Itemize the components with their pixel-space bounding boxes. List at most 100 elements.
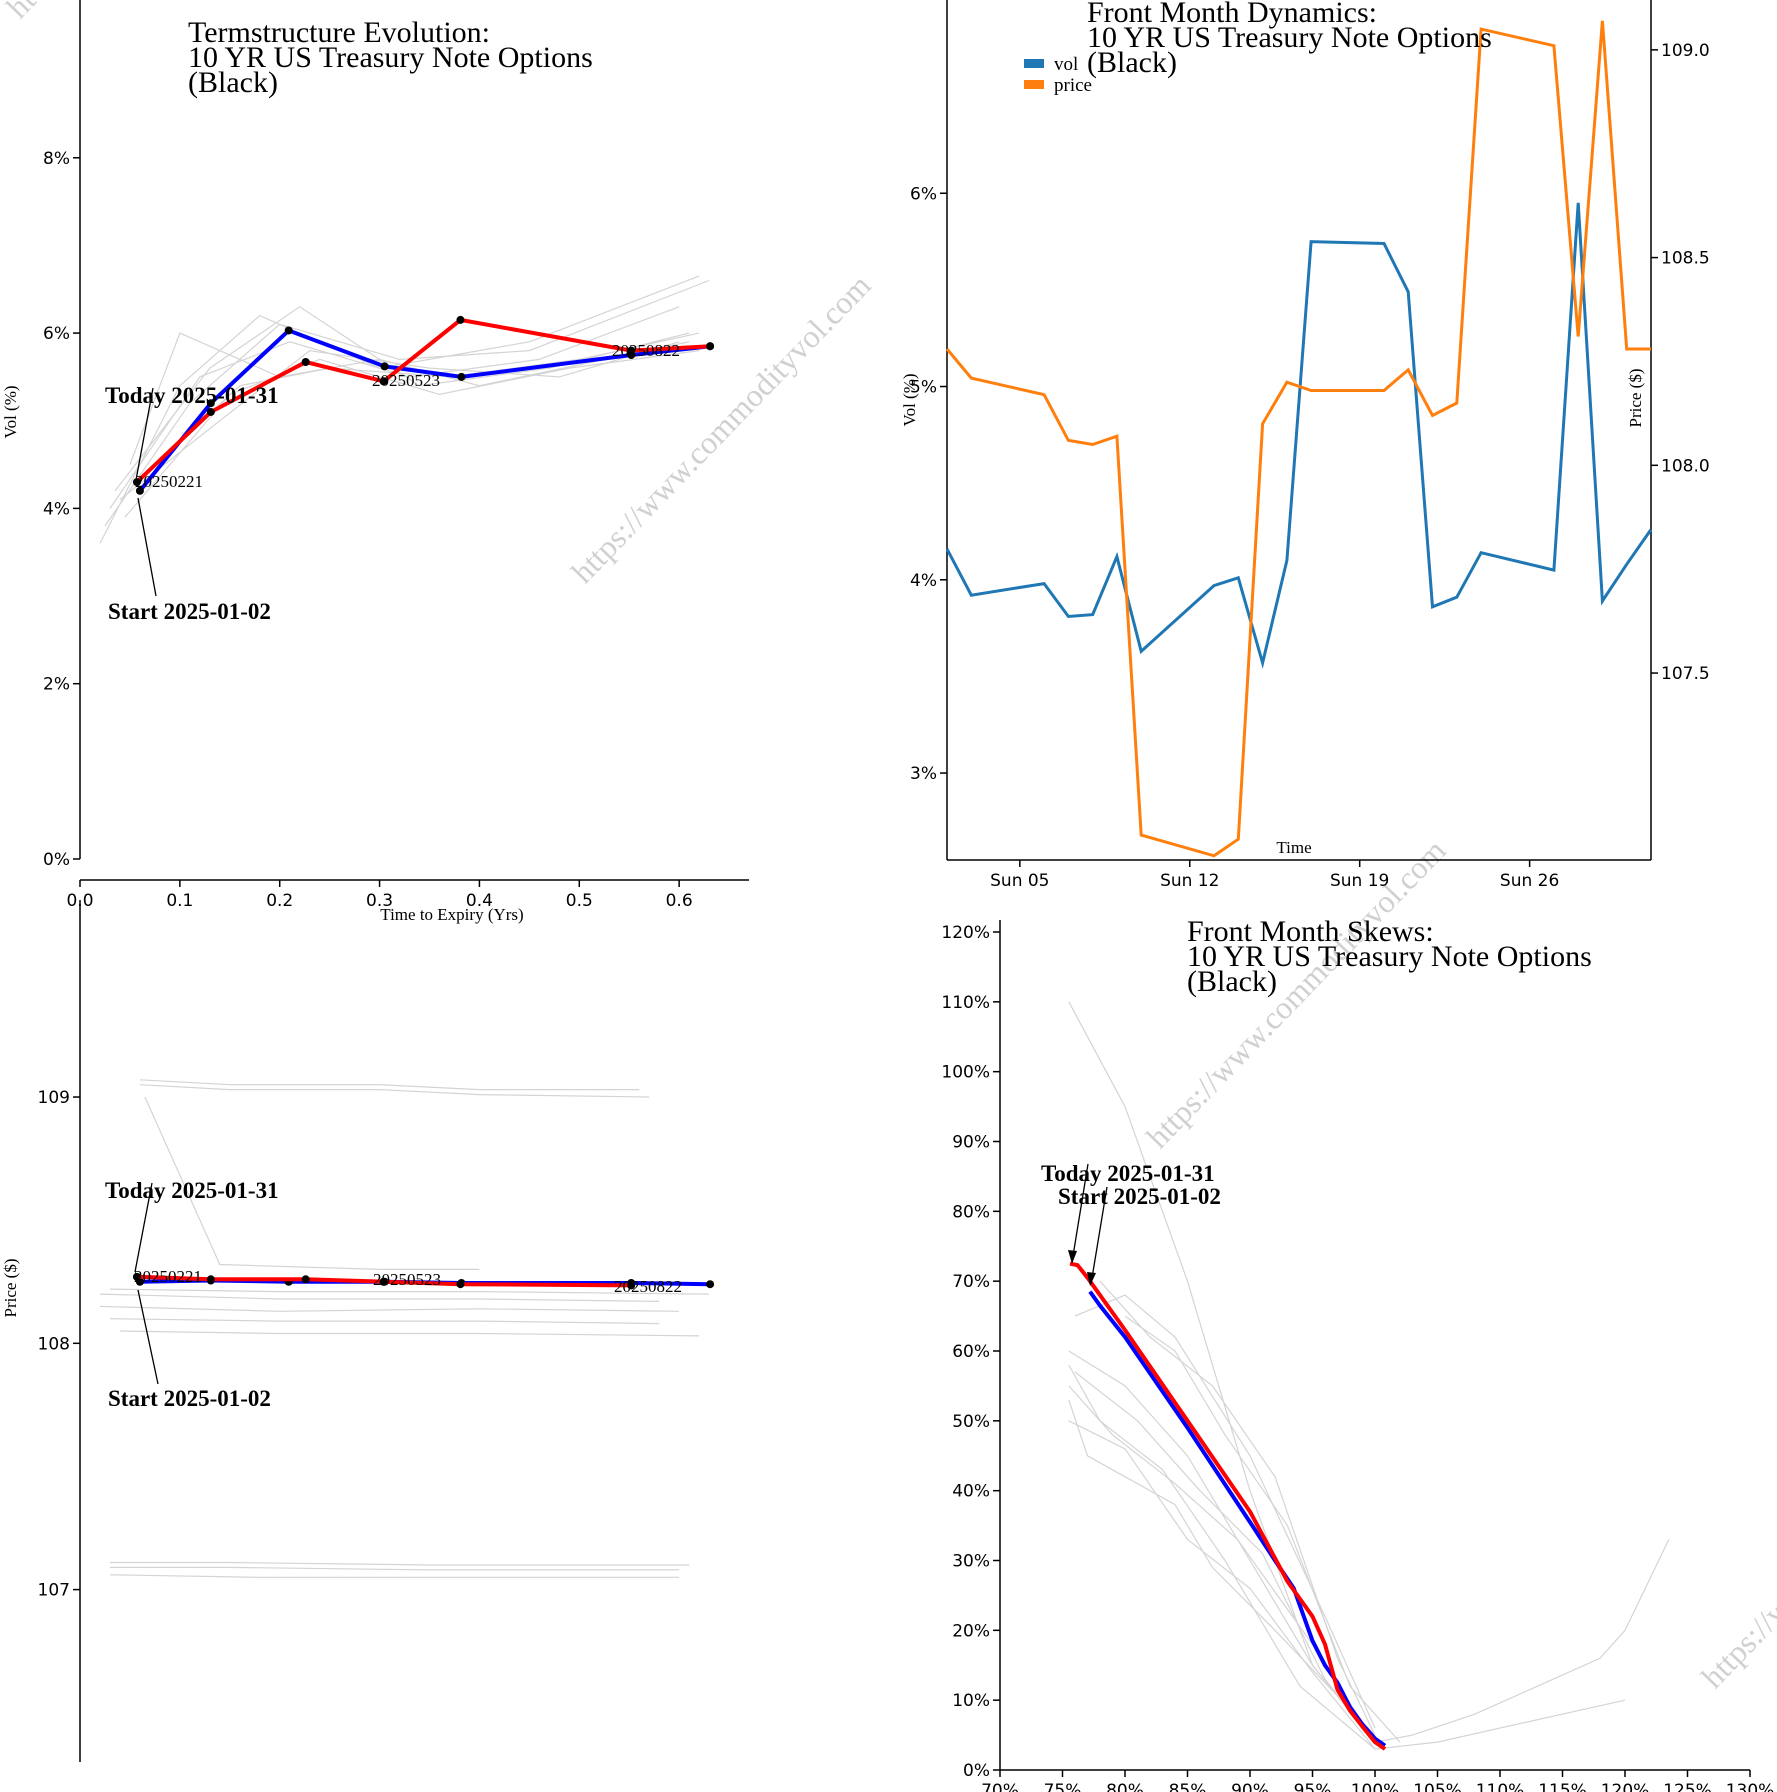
today-arrowhead [1068, 1250, 1077, 1264]
y-tick-label: 60% [952, 1342, 990, 1362]
y-axis-label-left: Vol (%) [900, 373, 919, 426]
x-tick-label: Sun 12 [1160, 871, 1219, 891]
point-label-expiry-3: 20250822 [614, 1277, 682, 1296]
y-tick-label: 6% [43, 324, 70, 344]
background-curve [110, 1566, 680, 1571]
y-tick-label: 108.5 [1661, 249, 1710, 269]
background-curve [1074, 1371, 1376, 1743]
chart-title-line2: 10 YR US Treasury Note Options [1187, 940, 1592, 973]
x-tick-label: 0.5 [566, 891, 593, 911]
data-point [206, 399, 215, 408]
chart-title-line1: Front Month Dynamics: [1087, 0, 1377, 29]
series-line [136, 1274, 632, 1288]
background-curve [1099, 1280, 1376, 1736]
data-point [206, 407, 215, 416]
background-curve [99, 1305, 680, 1312]
legend-label-price: price [1054, 75, 1092, 96]
data-point [457, 372, 466, 381]
y-tick-label: 120% [941, 923, 990, 943]
chart-title-line2: 10 YR US Treasury Note Options [1087, 21, 1492, 54]
y-axis-label: Vol (%) [1, 385, 20, 438]
today-annotation: Today 2025-01-31 [105, 1178, 279, 1203]
y-tick-label: 109.0 [1661, 41, 1710, 61]
background-curves [99, 275, 710, 544]
series-line-price [945, 20, 1651, 858]
x-tick-label: 120% [1601, 1781, 1650, 1792]
series-line [1088, 1290, 1387, 1748]
x-tick-label: Sun 19 [1330, 871, 1389, 891]
background-curve [1374, 1699, 1626, 1750]
start-arrow [137, 497, 157, 597]
data-point [379, 1277, 388, 1286]
data-point [380, 362, 389, 371]
axes: 107 108 109 [38, 900, 81, 1762]
x-tick-label: 110% [1476, 1781, 1525, 1792]
data-point [456, 1280, 465, 1289]
chart-title-line1: Termstructure Evolution: [188, 16, 490, 49]
watermark-text: https://www.commodityvol.com [564, 267, 877, 590]
y-tick-label: 50% [952, 1412, 990, 1432]
axes: 0%2%4%6%8%0.0 0.1 0.2 0.3 0.4 0.5 0.6 [43, 0, 749, 911]
watermarks: https://www.commodityvol.com https://www… [0, 0, 1777, 1695]
series-lines [1069, 1261, 1387, 1751]
x-tick-label: 0.2 [266, 891, 293, 911]
data-point [706, 342, 715, 351]
front-month-skews-chart: 0% 10% 20% 30% 40% 50% 60% 70% 80% 90% 100% 110% 120… [941, 915, 1774, 1792]
data-point [301, 358, 310, 367]
data-point [206, 1275, 215, 1284]
y-tick-label: 20% [952, 1621, 990, 1641]
data-point [627, 346, 636, 355]
y-axis-label: Price ($) [1, 1258, 20, 1317]
x-tick-label: Sun 26 [1500, 871, 1559, 891]
start-annotation: Start 2025-01-02 [108, 1386, 271, 1411]
background-curve [109, 1288, 710, 1295]
chart-title-line1: Front Month Skews: [1187, 915, 1434, 948]
point-label-expiry-2: 20250523 [372, 371, 440, 390]
y-tick-label: 70% [952, 1272, 990, 1292]
y-tick-label: 90% [952, 1133, 990, 1153]
series-lines [132, 315, 715, 495]
y-tick-label: 2% [43, 675, 70, 695]
background-curve [1068, 1364, 1376, 1750]
background-curve [109, 1574, 680, 1578]
x-tick-label: 85% [1169, 1781, 1207, 1792]
y-tick-label: 4% [910, 571, 937, 591]
data-point [132, 478, 141, 487]
termstructure-chart: Termstructure Evolution: 10 YR US Treasu… [1, 0, 749, 924]
background-curve [109, 1318, 660, 1325]
background-curve [99, 1293, 660, 1302]
background-curve [144, 1096, 480, 1270]
point-label-expiry-1: 20250221 [135, 472, 203, 491]
start-arrow [1090, 1186, 1108, 1285]
data-point [379, 377, 388, 386]
chart-title-line2: 10 YR US Treasury Note Options [188, 41, 593, 74]
start-annotation: Start 2025-01-02 [1058, 1184, 1221, 1209]
front-month-dynamics-chart: 3% 4% 5% 6% 107.5 108.0 108.5 109.0 Sun 05 Sun 12… [900, 0, 1710, 891]
y-tick-label: 110% [941, 993, 990, 1013]
x-tick-label: 125% [1663, 1781, 1712, 1792]
series-lines [945, 20, 1653, 858]
legend-swatch-vol [1024, 59, 1044, 68]
data-point [135, 486, 144, 495]
point-label-expiry-3: 20250822 [612, 341, 680, 360]
axes: 0% 10% 20% 30% 40% 50% 60% 70% 80% 90% 100% 110% 120… [941, 920, 1774, 1792]
x-tick-label: 105% [1413, 1781, 1462, 1792]
x-axis-label: Time to Expiry (Yrs) [380, 905, 523, 924]
today-annotation: Today 2025-01-31 [105, 383, 279, 408]
background-curve [1068, 1385, 1376, 1743]
x-tick-label: 0.6 [666, 891, 693, 911]
data-point [301, 1275, 310, 1284]
background-curve [99, 275, 700, 544]
data-point [706, 1280, 715, 1289]
start-annotation: Start 2025-01-02 [108, 599, 271, 624]
x-tick-label: 80% [1106, 1781, 1144, 1792]
price-termstructure-chart: 107 108 109 Price ($) Today 2025-01-31 Sta… [1, 900, 715, 1762]
x-axis-label: Time [1276, 838, 1311, 857]
x-tick-label: Sun 05 [990, 871, 1049, 891]
x-tick-label: 75% [1044, 1781, 1082, 1792]
data-point [132, 1272, 141, 1281]
y-tick-label: 30% [952, 1552, 990, 1572]
background-curve [139, 1084, 650, 1098]
background-curve [1068, 1420, 1376, 1750]
